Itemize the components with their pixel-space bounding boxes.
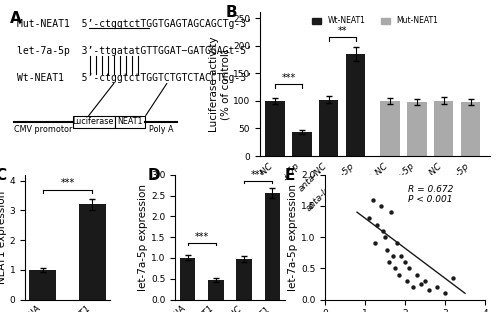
Text: ***: *** bbox=[282, 73, 296, 83]
Point bbox=[383, 247, 391, 252]
Point bbox=[371, 241, 379, 246]
Point bbox=[409, 285, 417, 290]
Bar bbox=[208, 280, 224, 300]
Text: Mut-NEAT1  5’-ctggtctTGGTGAGTAGCAGCTg-3’: Mut-NEAT1 5’-ctggtctTGGTGAGTAGCAGCTg-3’ bbox=[16, 19, 252, 29]
Bar bbox=[29, 270, 56, 300]
Text: B: B bbox=[226, 5, 237, 20]
Bar bbox=[292, 132, 312, 156]
Point bbox=[421, 278, 429, 283]
Text: A: A bbox=[10, 11, 22, 26]
Bar bbox=[78, 204, 106, 300]
Point bbox=[369, 197, 377, 202]
Bar bbox=[380, 101, 400, 156]
Text: **: ** bbox=[338, 26, 347, 36]
Bar bbox=[114, 115, 146, 128]
Text: R = 0.672
P < 0.001: R = 0.672 P < 0.001 bbox=[408, 185, 454, 204]
Point bbox=[379, 228, 387, 233]
Point bbox=[387, 210, 395, 215]
Y-axis label: Luciferase activity
(% of control): Luciferase activity (% of control) bbox=[208, 37, 230, 132]
Text: E: E bbox=[285, 168, 296, 183]
Text: ***: *** bbox=[194, 232, 209, 242]
Text: Luciferase: Luciferase bbox=[72, 117, 113, 126]
Text: NEAT1: NEAT1 bbox=[117, 117, 142, 126]
Bar bbox=[265, 101, 284, 156]
Bar bbox=[264, 193, 280, 300]
Y-axis label: let-7a-5p expression: let-7a-5p expression bbox=[138, 184, 148, 290]
Bar bbox=[319, 100, 338, 156]
Text: C: C bbox=[0, 168, 6, 183]
Point bbox=[449, 275, 457, 280]
Point bbox=[413, 272, 421, 277]
Text: Wt-NEAT1   5’-ctggtctTGGTCTGTCTACCTCg-3’: Wt-NEAT1 5’-ctggtctTGGTCTGTCTACCTCg-3’ bbox=[16, 73, 252, 83]
Y-axis label: let-7a-5p expression: let-7a-5p expression bbox=[288, 184, 298, 290]
Point bbox=[395, 272, 403, 277]
Text: CMV promotor: CMV promotor bbox=[14, 125, 72, 134]
Bar bbox=[236, 259, 252, 300]
Point bbox=[385, 260, 393, 265]
Point bbox=[433, 285, 441, 290]
Point bbox=[401, 260, 409, 265]
Text: D: D bbox=[148, 168, 160, 183]
Text: let-7a-5p  3’-ttgatatGTTGGAT−GATGGAGt-5’: let-7a-5p 3’-ttgatatGTTGGAT−GATGGAGt-5’ bbox=[16, 46, 252, 56]
Point bbox=[377, 203, 385, 208]
Legend: Wt-NEAT1, Mut-NEAT1: Wt-NEAT1, Mut-NEAT1 bbox=[309, 13, 441, 28]
Point bbox=[391, 266, 399, 271]
Bar bbox=[461, 102, 480, 156]
Point bbox=[405, 266, 413, 271]
Y-axis label: NEAT1 expression: NEAT1 expression bbox=[0, 191, 7, 284]
Text: Poly A: Poly A bbox=[149, 125, 174, 134]
Text: ***: *** bbox=[251, 170, 266, 180]
Point bbox=[393, 241, 401, 246]
Point bbox=[417, 281, 425, 286]
Text: ***: *** bbox=[60, 178, 74, 188]
Bar bbox=[407, 102, 426, 156]
Point bbox=[403, 278, 411, 283]
Point bbox=[389, 253, 397, 258]
Point bbox=[373, 222, 381, 227]
Point bbox=[425, 288, 433, 293]
Bar bbox=[72, 115, 114, 128]
Bar bbox=[346, 54, 366, 156]
Point bbox=[381, 235, 389, 240]
Point bbox=[365, 216, 373, 221]
Point bbox=[441, 291, 449, 296]
Bar bbox=[434, 101, 454, 156]
Point bbox=[397, 253, 405, 258]
Bar bbox=[180, 258, 196, 300]
